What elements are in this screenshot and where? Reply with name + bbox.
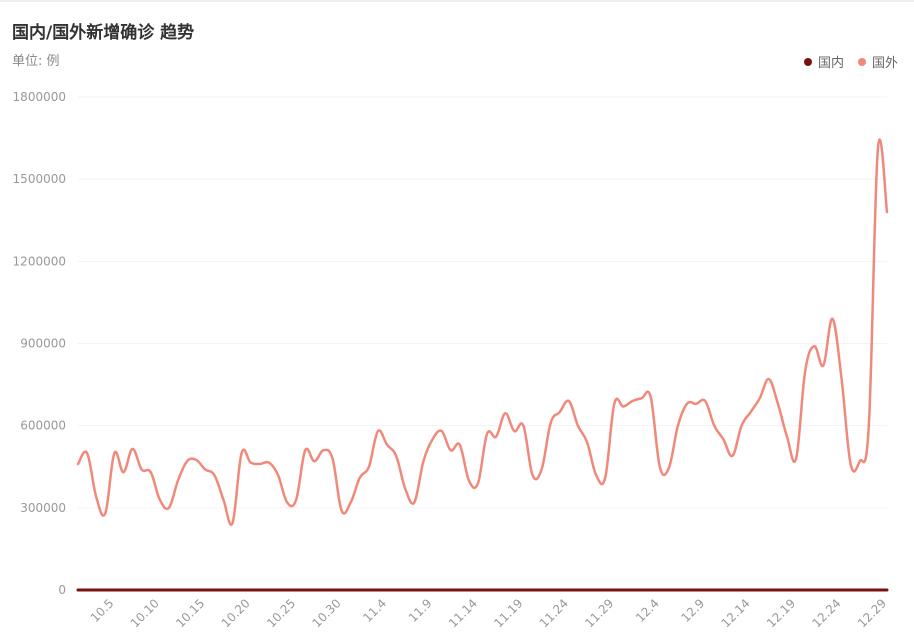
x-tick-label: 10.25 <box>264 596 298 630</box>
x-tick-label: 11.29 <box>582 596 616 630</box>
x-tick-label: 11.19 <box>491 596 525 630</box>
x-tick-label: 12.19 <box>764 596 798 630</box>
x-tick-label: 11.4 <box>360 596 389 625</box>
x-tick-label: 10.10 <box>128 596 162 630</box>
legend-label-domestic: 国内 <box>817 56 844 71</box>
x-tick-label: 10.5 <box>88 596 117 625</box>
y-tick-label: 1500000 <box>13 172 66 186</box>
x-tick-label: 12.4 <box>633 596 662 625</box>
y-tick-label: 900000 <box>20 337 66 351</box>
x-tick-label: 10.15 <box>173 596 207 630</box>
legend-marker-foreign <box>857 57 866 66</box>
y-tick-label: 600000 <box>20 419 66 433</box>
y-tick-label: 1200000 <box>13 254 66 268</box>
legend-marker-domestic <box>803 57 812 66</box>
y-tick-label: 300000 <box>20 501 66 515</box>
x-tick-label: 12.9 <box>679 596 708 625</box>
x-tick-label: 12.14 <box>719 596 753 630</box>
legend-item-foreign[interactable]: 国外 <box>857 52 898 71</box>
unit-label: 单位: 例 <box>12 54 60 69</box>
x-tick-label: 12.29 <box>855 596 889 630</box>
legend: 国内 国外 <box>790 52 898 71</box>
x-tick-label: 11.9 <box>406 596 435 625</box>
series-line-foreign <box>76 138 889 526</box>
x-tick-label: 12.24 <box>809 596 843 630</box>
chart-title: 国内/国外新增确诊 趋势 <box>12 23 195 43</box>
legend-label-foreign: 国外 <box>871 56 898 71</box>
y-tick-label: 1800000 <box>13 90 66 104</box>
x-tick-label: 11.24 <box>537 596 571 630</box>
x-tick-label: 10.20 <box>219 596 253 630</box>
top-divider <box>0 0 914 2</box>
legend-item-domestic[interactable]: 国内 <box>803 52 844 71</box>
x-tick-label: 11.14 <box>446 596 480 630</box>
y-tick-label: 0 <box>58 583 66 597</box>
x-tick-label: 10.30 <box>310 596 344 630</box>
